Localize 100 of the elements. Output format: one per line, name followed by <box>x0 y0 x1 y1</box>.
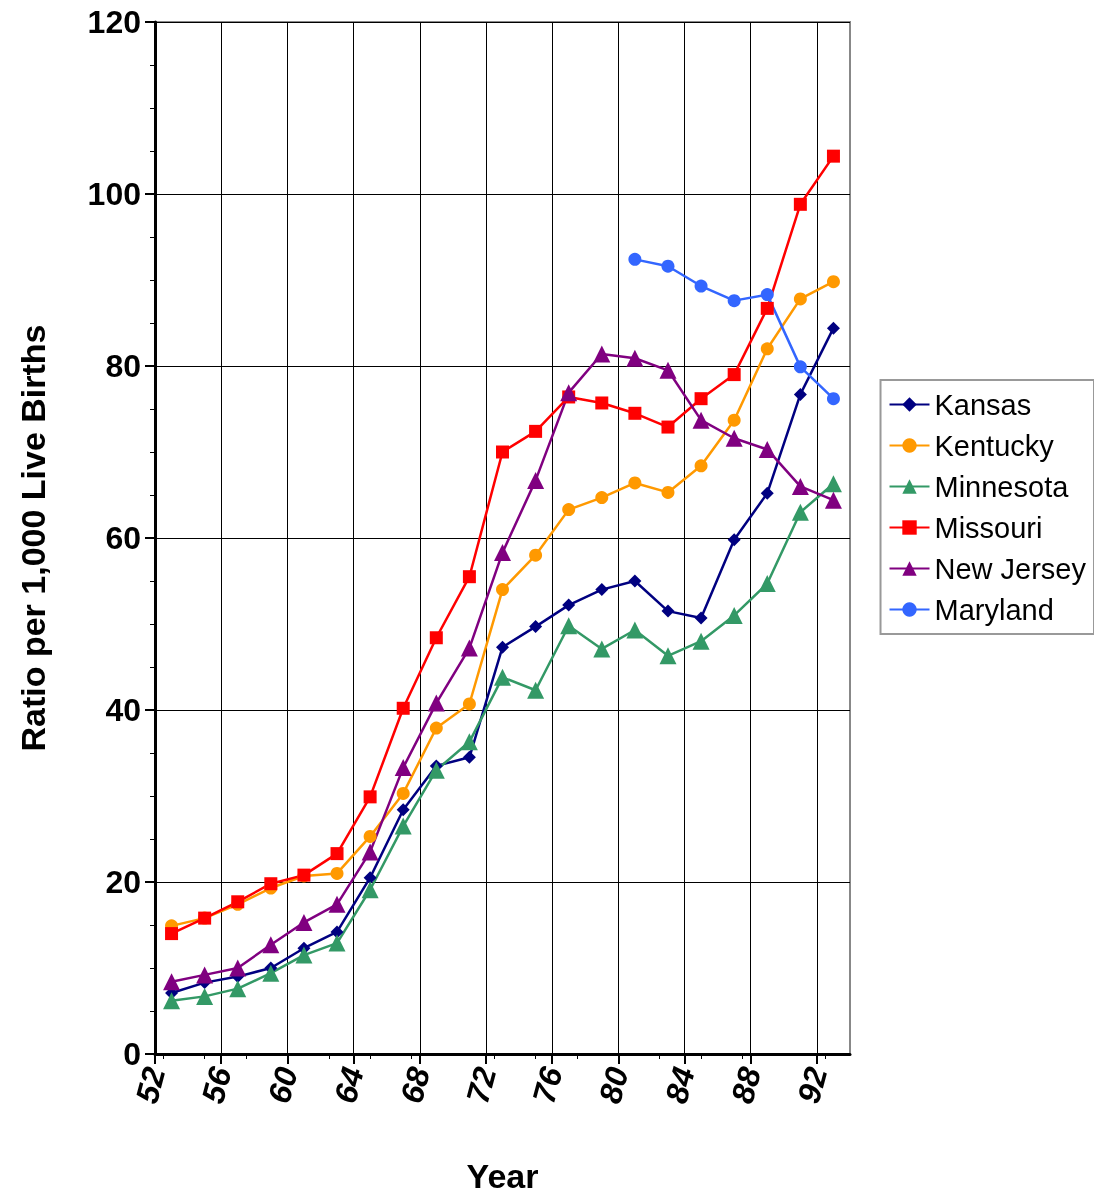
y-axis-title: Ratio per 1,000 Live Births <box>14 324 52 752</box>
point <box>229 980 247 998</box>
point <box>661 485 675 499</box>
point <box>758 575 776 593</box>
point <box>330 866 344 880</box>
point <box>725 606 743 624</box>
point <box>529 424 543 438</box>
point <box>694 279 708 293</box>
point <box>793 387 807 401</box>
point <box>163 973 181 991</box>
point <box>659 647 677 665</box>
point <box>661 604 675 618</box>
point <box>595 491 609 505</box>
x-axis-title: Year <box>466 1157 539 1195</box>
point <box>760 288 774 302</box>
x-tick-label: 92 <box>790 1063 835 1108</box>
y-tick-label: 80 <box>105 348 141 384</box>
point <box>394 759 412 777</box>
point <box>295 946 313 964</box>
x-tick-label: 88 <box>724 1063 769 1108</box>
point <box>527 471 545 489</box>
y-tick-label: 0 <box>123 1036 141 1072</box>
point <box>196 987 214 1005</box>
y-tick-label: 20 <box>105 864 141 900</box>
point <box>824 475 842 493</box>
legend-label: Kentucky <box>934 429 1055 462</box>
point <box>593 640 611 658</box>
point <box>429 721 443 735</box>
x-tick-label: 64 <box>326 1063 372 1108</box>
point <box>595 583 609 597</box>
point <box>562 598 576 612</box>
point <box>725 429 743 447</box>
point <box>427 694 445 712</box>
point <box>396 803 410 817</box>
point <box>462 697 476 711</box>
point <box>328 895 346 913</box>
x-tick-label: 72 <box>459 1063 504 1108</box>
legend-label: Kansas <box>934 388 1032 421</box>
legend-label: Maryland <box>934 593 1054 626</box>
point <box>361 881 379 899</box>
point <box>628 476 642 490</box>
x-tick-label: 68 <box>393 1063 438 1108</box>
point <box>560 384 578 402</box>
point <box>694 392 708 406</box>
point <box>496 640 509 654</box>
point <box>793 360 807 374</box>
point <box>262 964 280 982</box>
point <box>460 733 478 751</box>
point <box>626 621 644 639</box>
point <box>330 925 344 939</box>
x-tick-label: 76 <box>525 1063 570 1108</box>
point <box>494 668 511 686</box>
point <box>396 786 410 800</box>
point <box>496 445 509 459</box>
point <box>363 829 377 843</box>
legend-label: Missouri <box>934 511 1043 544</box>
point <box>394 817 412 835</box>
point <box>628 252 642 266</box>
legend-label: Minnesota <box>934 470 1070 503</box>
point <box>826 149 840 163</box>
point <box>628 406 642 420</box>
point <box>661 259 675 273</box>
point <box>727 413 741 427</box>
point <box>793 292 807 306</box>
x-tick-label: 60 <box>260 1063 305 1108</box>
y-tick-label: 100 <box>87 176 141 212</box>
y-tick-label: 120 <box>87 4 141 40</box>
point <box>429 631 443 645</box>
point <box>163 992 181 1010</box>
x-tick-label: 80 <box>591 1063 636 1108</box>
point <box>560 617 578 635</box>
point <box>692 632 710 650</box>
point <box>760 301 774 315</box>
point <box>659 361 677 379</box>
point <box>727 294 741 308</box>
point <box>760 342 774 356</box>
point <box>295 913 313 931</box>
point <box>462 570 476 584</box>
point <box>496 583 509 597</box>
point <box>196 966 214 984</box>
y-tick-label: 60 <box>105 520 141 556</box>
point <box>760 486 774 500</box>
point <box>328 934 346 952</box>
point <box>661 420 675 434</box>
point <box>262 936 280 954</box>
point <box>826 275 840 289</box>
x-tick-label: 84 <box>657 1063 702 1108</box>
point <box>826 392 840 406</box>
point <box>793 197 807 211</box>
point <box>460 639 478 657</box>
point <box>330 847 344 861</box>
point <box>694 611 708 625</box>
point <box>626 349 644 367</box>
point <box>363 871 377 885</box>
point <box>229 959 247 977</box>
point <box>694 459 708 473</box>
point <box>363 790 377 804</box>
point <box>727 533 741 547</box>
x-tick-label: 56 <box>194 1063 239 1108</box>
point <box>264 877 278 891</box>
